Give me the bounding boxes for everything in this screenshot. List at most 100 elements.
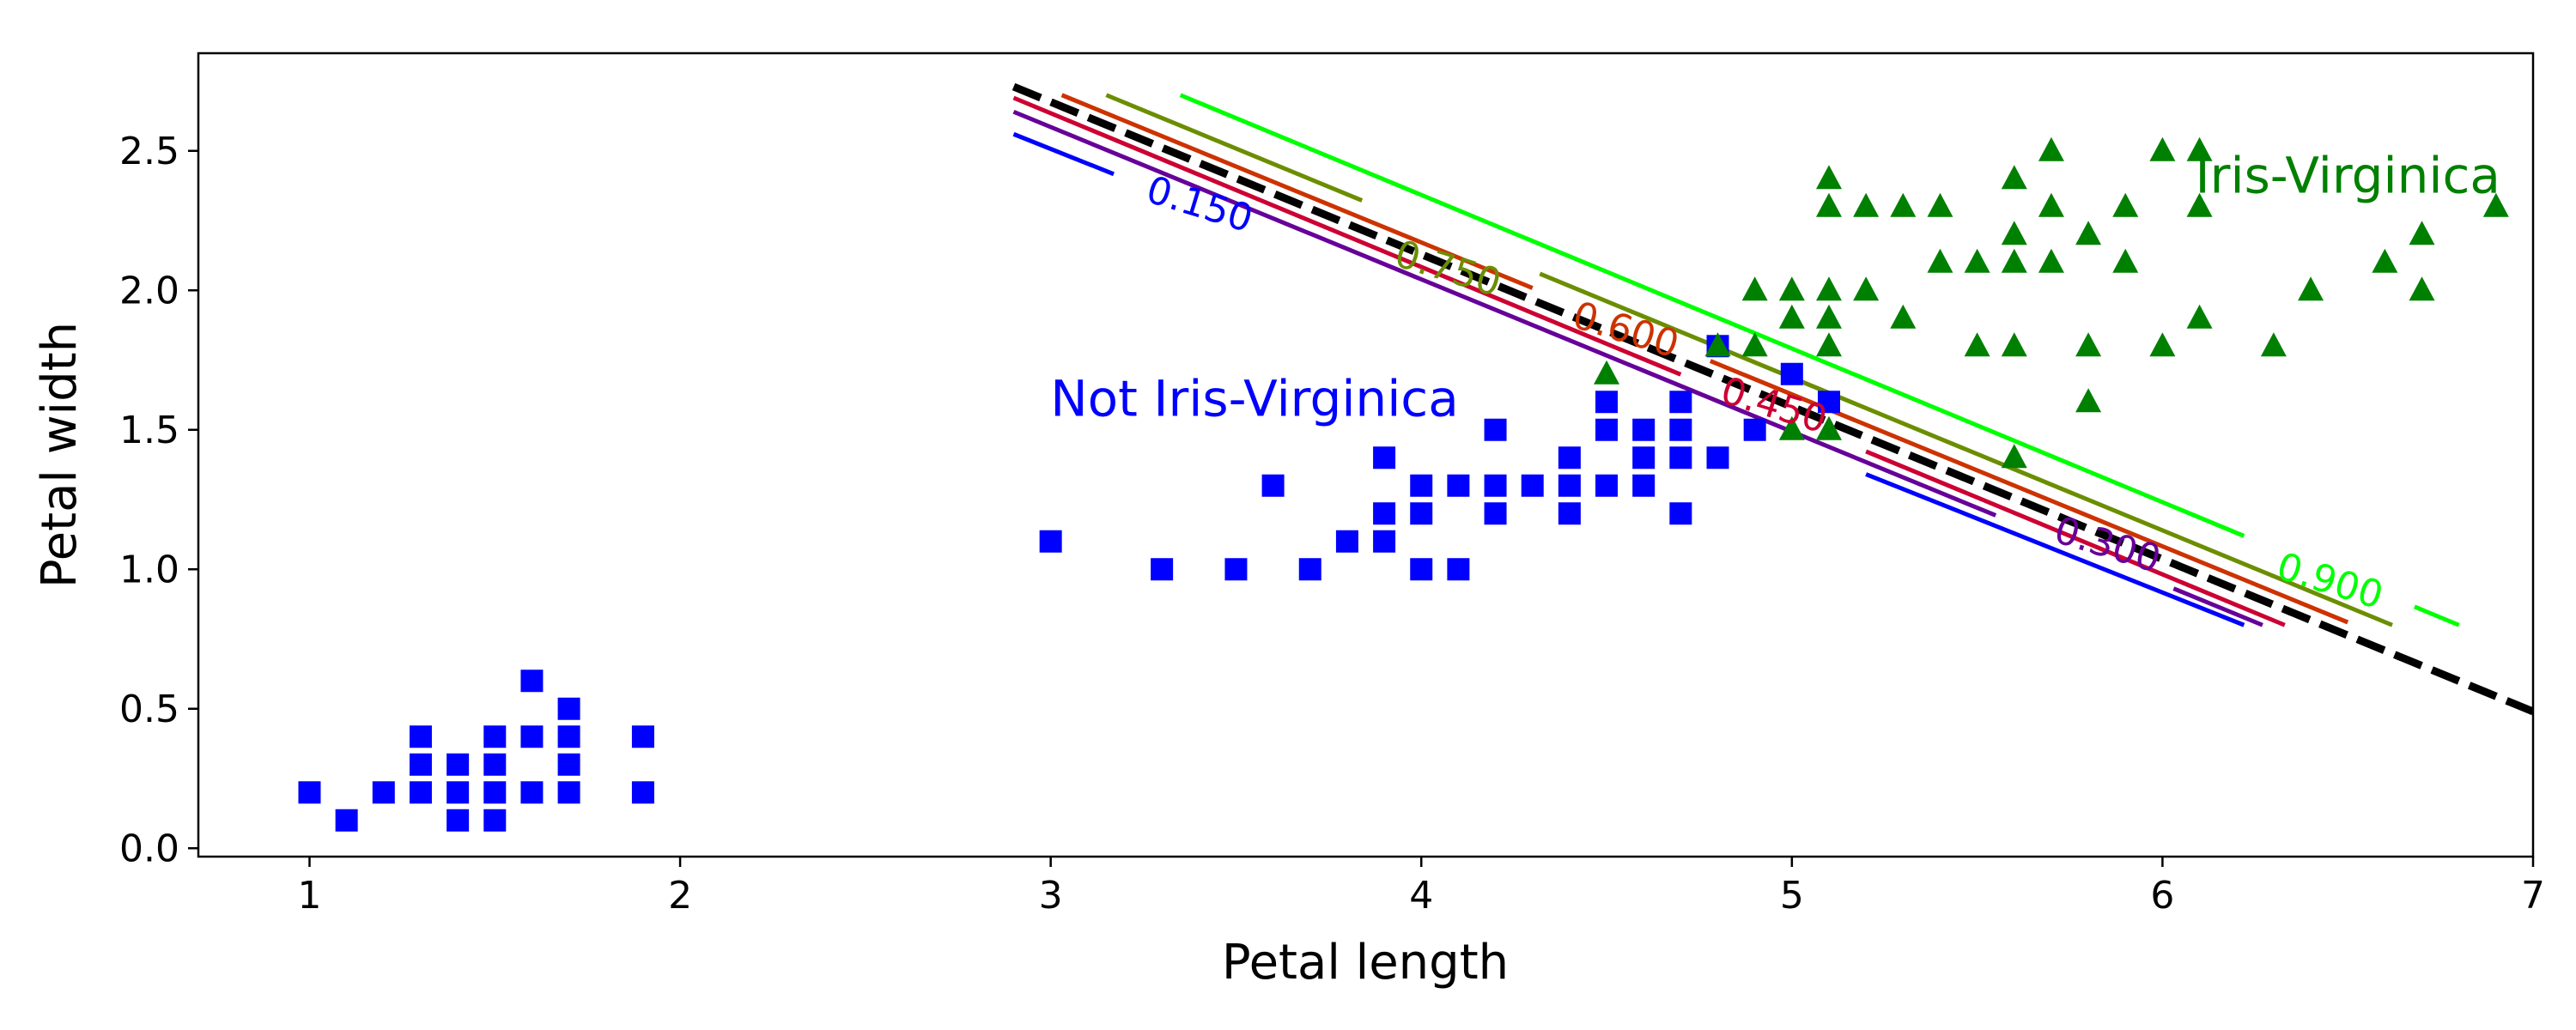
data-point-triangle — [2038, 136, 2064, 161]
data-points-layer — [298, 136, 2509, 832]
data-point-square — [1484, 502, 1507, 525]
data-point-triangle — [2260, 332, 2287, 357]
data-point-square — [1780, 362, 1803, 385]
data-point-square — [1484, 418, 1507, 441]
data-point-square — [1373, 446, 1396, 470]
data-point-square — [520, 670, 544, 693]
contour-line — [1012, 131, 1115, 177]
data-point-triangle — [1815, 304, 1842, 329]
data-point-triangle — [1815, 276, 1842, 301]
data-point-square — [557, 725, 580, 748]
data-point-square — [1632, 474, 1656, 497]
data-point-square — [1743, 418, 1766, 441]
data-point-triangle — [2075, 388, 2102, 413]
contour-layer — [1012, 93, 2460, 627]
data-point-square — [1521, 474, 1544, 497]
contour-line — [1865, 472, 2245, 627]
contour-line — [1179, 93, 2245, 538]
y-tick-label: 0.5 — [119, 688, 179, 731]
class-annotation: Iris-Virginica — [2196, 147, 2500, 205]
data-point-triangle — [1594, 360, 1620, 385]
data-point-square — [1224, 558, 1248, 581]
data-point-square — [520, 725, 544, 748]
contour-line — [1865, 449, 2286, 627]
data-point-square — [557, 697, 580, 720]
x-tick-label: 1 — [297, 874, 321, 918]
data-point-triangle — [1927, 248, 1953, 273]
contour-line — [2172, 586, 2263, 627]
contour-line — [2413, 604, 2460, 627]
data-point-square — [483, 725, 507, 748]
data-point-triangle — [2186, 192, 2213, 217]
data-point-triangle — [2001, 165, 2027, 190]
contour-line — [1105, 93, 1364, 203]
data-point-triangle — [2001, 221, 2027, 245]
data-point-square — [1817, 391, 1840, 414]
x-axis-title: Petal length — [1222, 935, 1509, 991]
data-point-triangle — [1815, 165, 1842, 190]
data-point-triangle — [2186, 304, 2213, 329]
plot-frame — [197, 52, 2535, 858]
data-point-triangle — [2112, 248, 2139, 273]
data-point-triangle — [2112, 192, 2139, 217]
x-tick-label: 4 — [1409, 874, 1433, 918]
data-point-triangle — [1964, 248, 1990, 273]
data-point-square — [1410, 558, 1433, 581]
data-point-triangle — [1741, 276, 1768, 301]
data-point-triangle — [2149, 136, 2176, 161]
data-point-triangle — [2186, 136, 2213, 161]
data-point-triangle — [1741, 332, 1768, 357]
data-point-square — [1669, 391, 1692, 414]
data-point-square — [1373, 530, 1396, 553]
data-point-square — [372, 781, 395, 804]
class-annotation: Not Iris-Virginica — [1050, 370, 1458, 428]
data-point-triangle — [1778, 276, 1805, 301]
data-point-square — [409, 753, 432, 776]
data-point-square — [1669, 446, 1692, 470]
contour-line — [1060, 93, 1534, 290]
data-point-square — [1595, 418, 1619, 441]
data-point-triangle — [2149, 332, 2176, 357]
data-point-square — [447, 753, 470, 776]
data-point-square — [1558, 502, 1581, 525]
x-tick-label: 6 — [2150, 874, 2174, 918]
data-point-triangle — [2075, 332, 2102, 357]
data-point-triangle — [2409, 276, 2435, 301]
data-point-square — [1373, 502, 1396, 525]
y-axis-title: Petal width — [32, 322, 88, 588]
y-tick-label: 0.0 — [119, 827, 179, 870]
data-point-square — [335, 809, 358, 832]
data-point-square — [1410, 502, 1433, 525]
data-point-triangle — [1815, 192, 1842, 217]
data-point-triangle — [2001, 248, 2027, 273]
data-point-square — [1632, 446, 1656, 470]
data-point-triangle — [1815, 415, 1842, 440]
contour-line — [1709, 359, 2349, 625]
x-tick-label: 5 — [1780, 874, 1804, 918]
data-point-square — [631, 781, 654, 804]
data-point-square — [1669, 502, 1692, 525]
data-point-square — [409, 725, 432, 748]
data-point-square — [447, 781, 470, 804]
data-point-triangle — [2409, 221, 2435, 245]
contour-line — [1012, 109, 1997, 518]
data-point-square — [483, 781, 507, 804]
data-point-triangle — [1704, 332, 1731, 357]
contour-line — [1539, 271, 2393, 627]
contour-line — [1012, 95, 1682, 377]
data-point-square — [409, 781, 432, 804]
data-point-triangle — [2075, 221, 2102, 245]
data-point-triangle — [2038, 248, 2064, 273]
decision-boundary-line — [1012, 82, 2533, 716]
data-point-square — [447, 809, 470, 832]
x-axis: 1 2 3 4 5 6 7 — [297, 857, 2545, 918]
data-point-triangle — [2001, 444, 2027, 469]
y-axis: 0.0 0.5 1.0 1.5 2.0 2.5 — [119, 130, 198, 870]
data-point-square — [1595, 391, 1619, 414]
data-point-square — [1039, 530, 1062, 553]
data-point-triangle — [1927, 192, 1953, 217]
y-tick-label: 1.0 — [119, 548, 179, 591]
data-point-square — [1632, 418, 1656, 441]
data-point-square — [1558, 446, 1581, 470]
data-point-square — [1151, 558, 1174, 581]
